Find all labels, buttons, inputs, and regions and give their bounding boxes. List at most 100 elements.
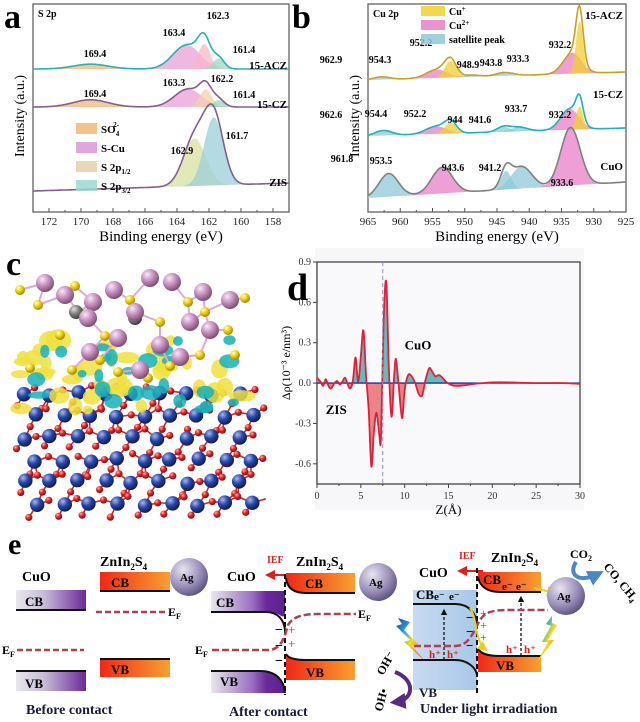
copper-atom [81,496,96,511]
hole: h⁺ [506,644,518,656]
x-tick-label: 10 [400,491,410,502]
peak-label: 943.6 [442,163,465,174]
oxygen-atom [146,489,155,497]
charge-depletion-lobe [28,391,51,399]
cuo-label: CuO [22,570,51,585]
oxygen-atom [17,488,25,497]
sample-label: 15-ACZ [585,10,623,22]
legend-label-main: S 2p [101,181,122,193]
stage-before-contact: CuO ZnIn2S4 CB VB EF CB EF VB [2,555,208,718]
oxygen-atom [166,431,174,440]
peak-component [368,108,626,136]
legend-label-main: Cu [449,21,462,32]
sulfur-atom [195,350,205,360]
oxygen-atom [128,450,137,458]
copper-atom [243,453,259,469]
oxygen-atom [160,510,168,518]
charge-depletion-lobe [27,372,46,387]
x-tick-label: 166 [137,216,154,228]
negative-charge: − [275,623,283,638]
peak-label: 169.4 [84,89,107,100]
peak-label: 169.4 [84,49,107,60]
electron: e⁻ [516,581,527,593]
copper-atom [137,453,153,469]
copper-atom [96,429,112,445]
peak-label: 161.4 [233,90,256,101]
oxygen-atom [65,443,73,451]
oxygen-atom [54,424,62,433]
x-tick-label: 5 [358,491,363,502]
legend-label-sup: 2+ [462,19,470,27]
oxygen-atom [84,472,92,481]
copper-atom [165,496,180,511]
zinc-indium-atom [84,293,102,311]
vb-bottom-label: VB [419,685,437,700]
copper-atom [162,452,177,467]
oxygen-atom [58,470,66,478]
copper-atom [217,410,233,425]
peak-label: 941.2 [479,163,502,174]
zinc-indium-atom [81,343,99,361]
sulfur-atom [155,317,165,327]
oxygen-atom [198,444,207,452]
panel-d-planar-charge-difference: d 0 5 10 15 20 25 30 0.9 0.6 0.3 0.0 -0.3 -0.6 Z(Å) Δρ… [279,248,585,517]
peak-component [33,117,289,191]
zis-vb-band [100,658,170,677]
x-tick-label: 172 [41,216,58,228]
x-tick-label: 0 [315,491,320,502]
oxygen-atom [92,442,100,450]
hole: h⁺ [447,649,459,661]
zinc-indium-atom [131,361,149,379]
oxygen-atom [88,382,96,390]
oxygen-atom [247,470,255,478]
x-tick-label: 930 [586,216,603,228]
charge-depletion-lobe [104,393,123,409]
oxygen-atom [100,455,109,464]
cuo-cb-label: CB [25,594,43,609]
x-tick-label: 15 [444,491,454,502]
sulfur-atom [223,325,233,335]
oxygen-atom [154,452,162,460]
peak-label: 161.7 [226,131,249,142]
zinc-indium-atom [181,313,199,331]
copper-atom [70,472,85,488]
oxygen-atom [99,496,108,504]
cuo-cb-band [211,591,285,617]
ef-line [212,612,356,652]
oxygen-atom [251,385,259,394]
legend-label-sup: 2- [113,121,120,129]
x-tick-label: 960 [392,216,409,228]
charge-depletion-lobe [196,385,215,399]
charge-depletion-lobe [94,381,111,398]
peak-component [368,126,626,136]
series-15-acz [368,4,626,81]
peak-component [368,126,626,136]
cuo-vb-band [16,671,86,691]
copper-atom [18,473,33,488]
zis-vb-edge [285,653,355,661]
zinc-indium-atom [141,269,159,287]
oxygen-atom [218,426,227,434]
peak-label: 953.5 [370,156,393,167]
ag-sphere [547,577,585,615]
peak-component [33,99,289,107]
oxygen-atom [80,421,89,430]
cuo-cb-edge [413,603,478,626]
sulfur-atom [33,300,43,310]
peak-label: 933.7 [505,104,528,115]
x-tick-label: 160 [233,216,250,228]
x-tick-label: 170 [73,216,90,228]
legend-label-main: satellite peak [449,35,505,46]
chart-title: S 2p [38,9,57,20]
copper-atom [245,495,260,511]
oxygen-atom [115,470,123,478]
x-tick-label: 950 [457,216,474,228]
peak-label: 954.4 [365,109,388,120]
oxygen-atom [38,488,46,496]
zis-vb-label: VB [306,665,324,680]
oh-radical-label: OH• [371,687,390,713]
products-label: CO, CH4 [599,560,640,606]
oxygen-atom [12,445,21,453]
charge-accumulation-lobe [10,370,30,379]
zinc-indium-atom [126,303,144,321]
